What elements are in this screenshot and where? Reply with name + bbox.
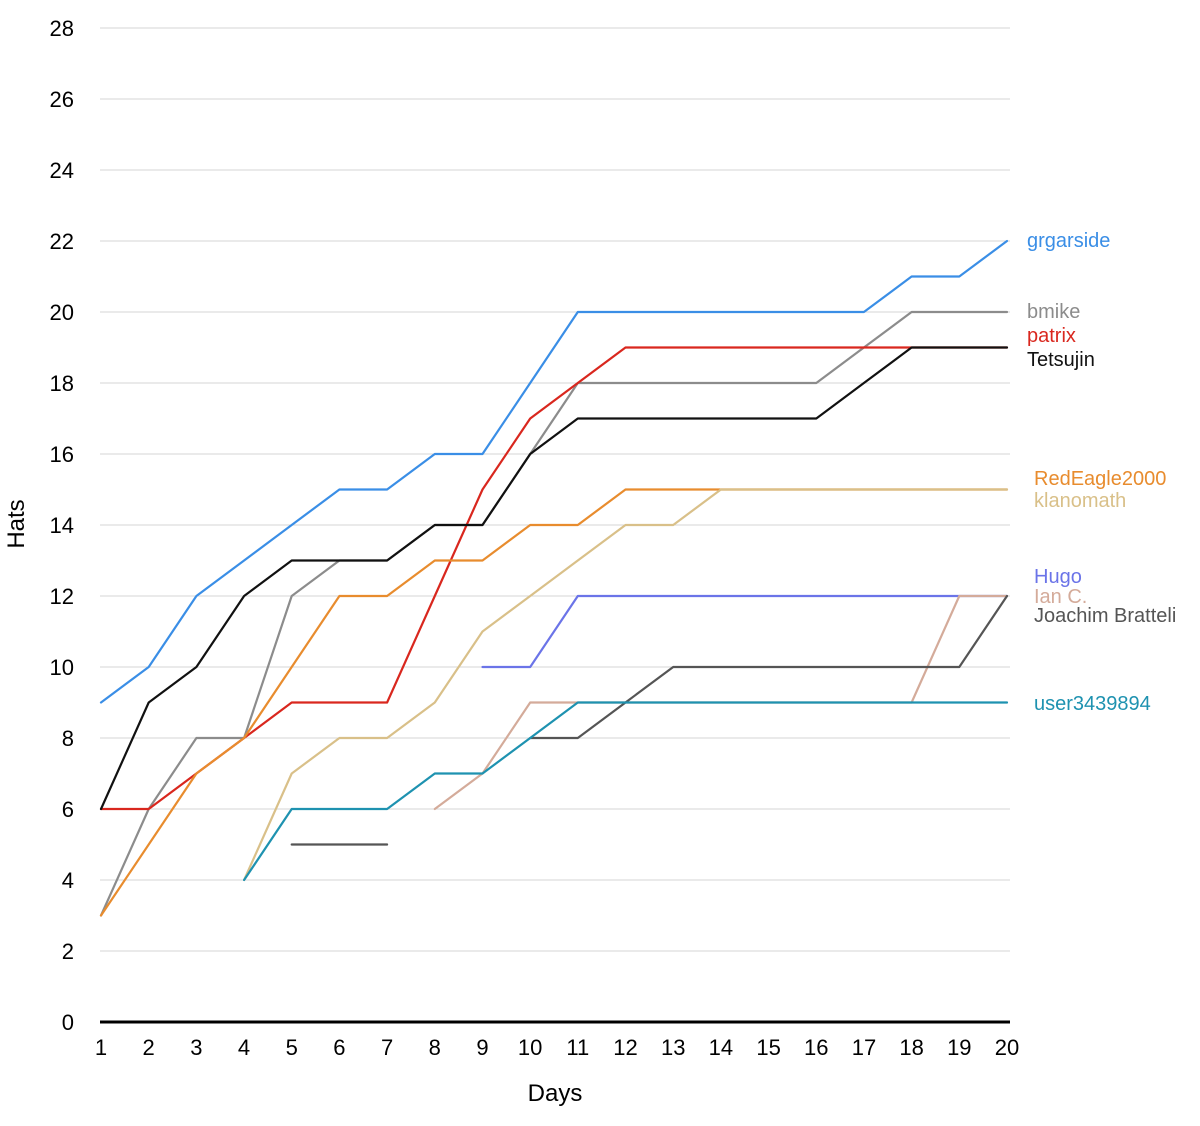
y-tick-label: 0 (62, 1010, 74, 1035)
x-tick-label: 3 (190, 1035, 202, 1060)
x-axis-ticks: 1 2 3 4 5 6 7 8 9 10 11 12 13 14 15 16 17 18 19 20 (95, 1035, 1019, 1060)
x-tick-label: 10 (518, 1035, 542, 1060)
y-tick-label: 6 (62, 797, 74, 822)
series-line (99, 310, 1009, 917)
y-tick-label: 20 (50, 300, 74, 325)
legend-label: bmike (1027, 301, 1080, 323)
gridlines (100, 27, 1010, 952)
x-tick-label: 6 (333, 1035, 345, 1060)
series-line (99, 346, 1009, 811)
y-tick-label: 8 (62, 726, 74, 751)
x-tick-label: 19 (947, 1035, 971, 1060)
y-tick-label: 14 (50, 513, 74, 538)
y-tick-label: 28 (50, 16, 74, 41)
legend-label: Tetsujin (1027, 349, 1095, 371)
x-tick-label: 4 (238, 1035, 250, 1060)
y-tick-label: 22 (50, 229, 74, 254)
x-tick-label: 20 (995, 1035, 1019, 1060)
legend-label: Ian C. (1034, 586, 1087, 608)
legend-label: patrix (1027, 325, 1076, 347)
series-line (99, 239, 1009, 704)
x-tick-label: 15 (756, 1035, 780, 1060)
x-tick-label: 14 (709, 1035, 733, 1060)
y-tick-label: 10 (50, 655, 74, 680)
legend-label: Joachim Bratteli (1034, 605, 1176, 627)
x-tick-label: 9 (476, 1035, 488, 1060)
x-tick-label: 5 (286, 1035, 298, 1060)
x-tick-label: 2 (143, 1035, 155, 1060)
x-tick-label: 16 (804, 1035, 828, 1060)
y-tick-label: 16 (50, 442, 74, 467)
series-line (243, 488, 1009, 882)
x-tick-label: 7 (381, 1035, 393, 1060)
legend-label: grgarside (1027, 230, 1110, 252)
x-axis-title: Days (528, 1080, 583, 1107)
legend-label: Hugo (1034, 566, 1082, 588)
y-tick-label: 4 (62, 868, 74, 893)
y-tick-label: 26 (50, 87, 74, 112)
x-tick-label: 1 (95, 1035, 107, 1060)
legend-label: RedEagle2000 (1034, 468, 1166, 490)
series-line (529, 594, 1009, 740)
series-line (99, 346, 1009, 811)
legend-label: klanomath (1034, 490, 1126, 512)
legend-label: user3439894 (1034, 693, 1151, 715)
y-tick-label: 18 (50, 371, 74, 396)
series-line (243, 701, 1009, 882)
x-tick-label: 8 (429, 1035, 441, 1060)
x-tick-label: 17 (852, 1035, 876, 1060)
x-tick-label: 18 (899, 1035, 923, 1060)
series-lines (99, 239, 1009, 917)
y-tick-label: 24 (50, 158, 74, 183)
x-tick-label: 11 (566, 1035, 589, 1060)
y-axis-title: Hats (3, 499, 30, 548)
x-tick-label: 12 (613, 1035, 637, 1060)
series-line (481, 594, 1009, 669)
y-tick-label: 12 (50, 584, 74, 609)
x-tick-label: 13 (661, 1035, 685, 1060)
y-tick-label: 2 (62, 939, 74, 964)
